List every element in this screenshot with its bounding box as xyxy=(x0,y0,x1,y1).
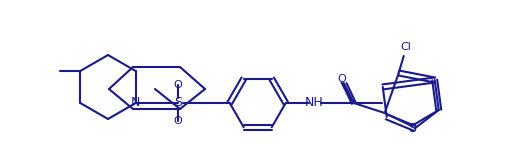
Text: S: S xyxy=(408,122,416,134)
Text: Cl: Cl xyxy=(400,42,411,52)
Text: O: O xyxy=(173,80,182,90)
Text: NH: NH xyxy=(304,96,323,109)
Text: O: O xyxy=(337,74,346,84)
Text: N: N xyxy=(131,96,141,109)
Text: O: O xyxy=(173,116,182,126)
Text: S: S xyxy=(174,96,182,109)
